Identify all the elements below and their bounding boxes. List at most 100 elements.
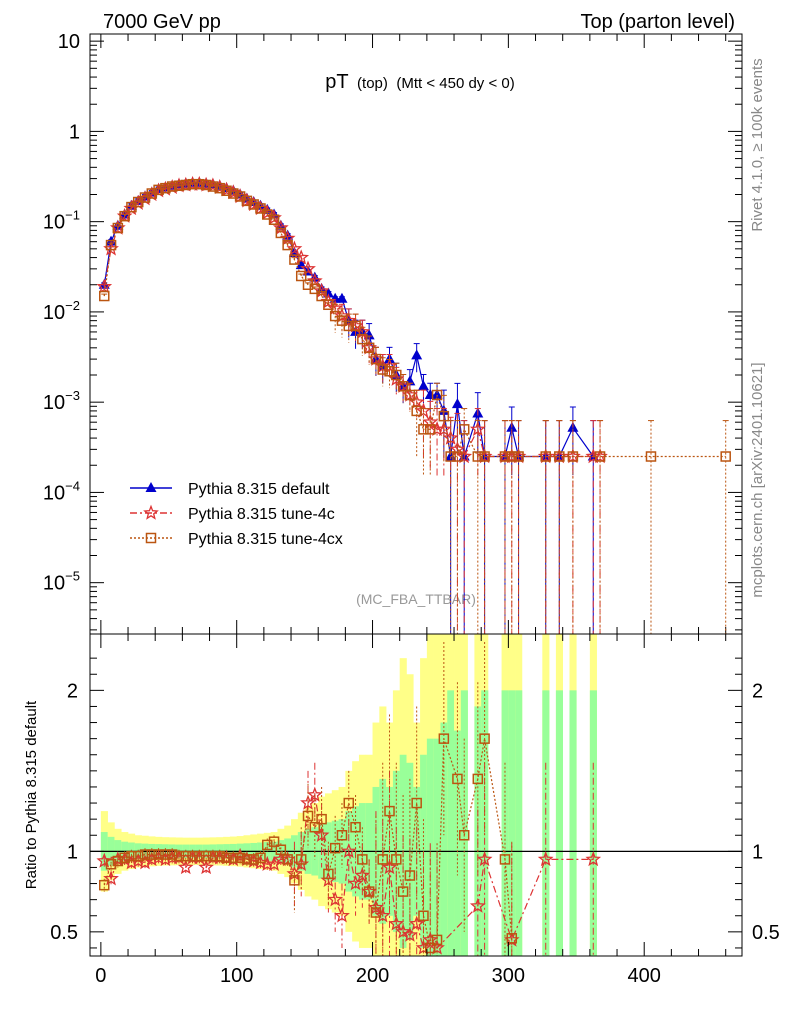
point-square — [418, 910, 429, 921]
x-tick-label: 200 — [356, 965, 389, 987]
x-tick-label: 0 — [95, 965, 106, 987]
plot-title-sub1: (top) — [357, 75, 388, 92]
ratio-y-tick-label-right: 1 — [752, 841, 763, 863]
point-square — [145, 532, 157, 544]
point-square — [241, 195, 253, 207]
point-square — [228, 852, 239, 864]
point-square — [391, 854, 402, 865]
point-star — [306, 786, 323, 802]
point-square — [343, 320, 355, 332]
point-square — [99, 879, 110, 891]
point-star — [266, 855, 282, 871]
point-square — [207, 850, 219, 862]
point-square — [479, 733, 490, 744]
y-tick-label: 10−1 — [43, 208, 80, 234]
point-square — [187, 178, 198, 190]
ratio-y-tick-label-right: 0.5 — [752, 922, 780, 944]
point-star — [103, 870, 119, 886]
point-square — [418, 424, 429, 435]
point-square — [268, 214, 280, 225]
ratio-series-1 — [99, 642, 518, 956]
point-square — [316, 290, 327, 302]
point-square — [194, 850, 205, 862]
point-square — [438, 410, 450, 422]
band-stat — [515, 690, 523, 956]
point-square — [194, 178, 205, 190]
point-square — [377, 364, 388, 375]
point-square — [112, 855, 124, 867]
point-square — [275, 227, 287, 239]
band-stat — [440, 722, 448, 956]
band-stat — [508, 690, 516, 956]
point-square — [411, 797, 422, 809]
point-square — [187, 850, 198, 862]
point-square — [350, 821, 361, 833]
point-square — [228, 188, 239, 199]
point-square — [146, 188, 158, 199]
point-square — [411, 405, 422, 417]
point-square — [370, 353, 382, 365]
point-triangle — [145, 482, 157, 492]
point-square — [200, 850, 212, 862]
point-square — [425, 942, 436, 954]
point-triangle — [431, 389, 443, 400]
point-star — [476, 851, 493, 867]
point-square — [350, 320, 361, 332]
point-square — [180, 850, 192, 862]
point-square — [540, 451, 551, 462]
point-square — [425, 424, 436, 435]
point-square — [105, 239, 117, 251]
point-square — [720, 451, 731, 462]
plot-title-sub2: (Mtt < 450 dy < 0) — [396, 75, 514, 92]
point-triangle — [336, 292, 348, 303]
point-square — [309, 821, 321, 833]
ratio-y-tick-label: 0.5 — [50, 922, 78, 944]
point-square — [452, 451, 463, 462]
point-square — [479, 451, 490, 462]
point-square — [567, 451, 579, 462]
y-tick-label: 10−2 — [43, 298, 80, 324]
header-left: 7000 GeV pp — [103, 11, 221, 33]
point-square — [472, 451, 484, 462]
point-square — [119, 852, 130, 864]
point-square — [153, 184, 164, 196]
point-square — [384, 366, 395, 377]
x-tick-label: 300 — [492, 965, 525, 987]
point-square — [295, 854, 307, 865]
point-square — [645, 451, 657, 462]
point-square — [166, 181, 178, 192]
plot-title: pT (top) (Mtt < 450 dy < 0) — [325, 71, 514, 93]
point-square — [499, 451, 511, 462]
point-star — [456, 448, 473, 464]
legend-label-2: Pythia 8.315 tune-4cx — [188, 531, 343, 548]
point-square — [126, 850, 137, 862]
ratio-plot-frame — [89, 633, 743, 957]
plot-title-main: pT — [325, 71, 348, 93]
point-square — [309, 283, 321, 295]
point-square — [404, 389, 416, 401]
point-square — [458, 424, 470, 435]
point-star — [429, 939, 445, 955]
point-square — [329, 842, 341, 854]
point-square — [105, 858, 117, 870]
rivet-label: Rivet 4.1.0, ≥ 100k events — [749, 58, 766, 231]
point-square — [513, 451, 524, 462]
point-star — [198, 859, 215, 875]
point-square — [146, 849, 158, 860]
point-square — [153, 849, 164, 860]
point-square — [214, 850, 225, 862]
point-square — [357, 854, 368, 865]
point-star — [96, 852, 113, 868]
point-star — [469, 420, 486, 437]
point-square — [221, 852, 232, 864]
point-square — [289, 875, 300, 886]
point-square — [594, 451, 606, 462]
y-tick-label: 10−3 — [43, 388, 80, 414]
y-tick-label: 10−5 — [43, 569, 80, 595]
ratio-series — [96, 642, 602, 956]
point-square — [357, 333, 368, 345]
point-square — [180, 179, 192, 191]
point-square — [445, 451, 456, 462]
x-tick-label: 100 — [220, 965, 253, 987]
x-tick-label: 400 — [628, 965, 661, 987]
